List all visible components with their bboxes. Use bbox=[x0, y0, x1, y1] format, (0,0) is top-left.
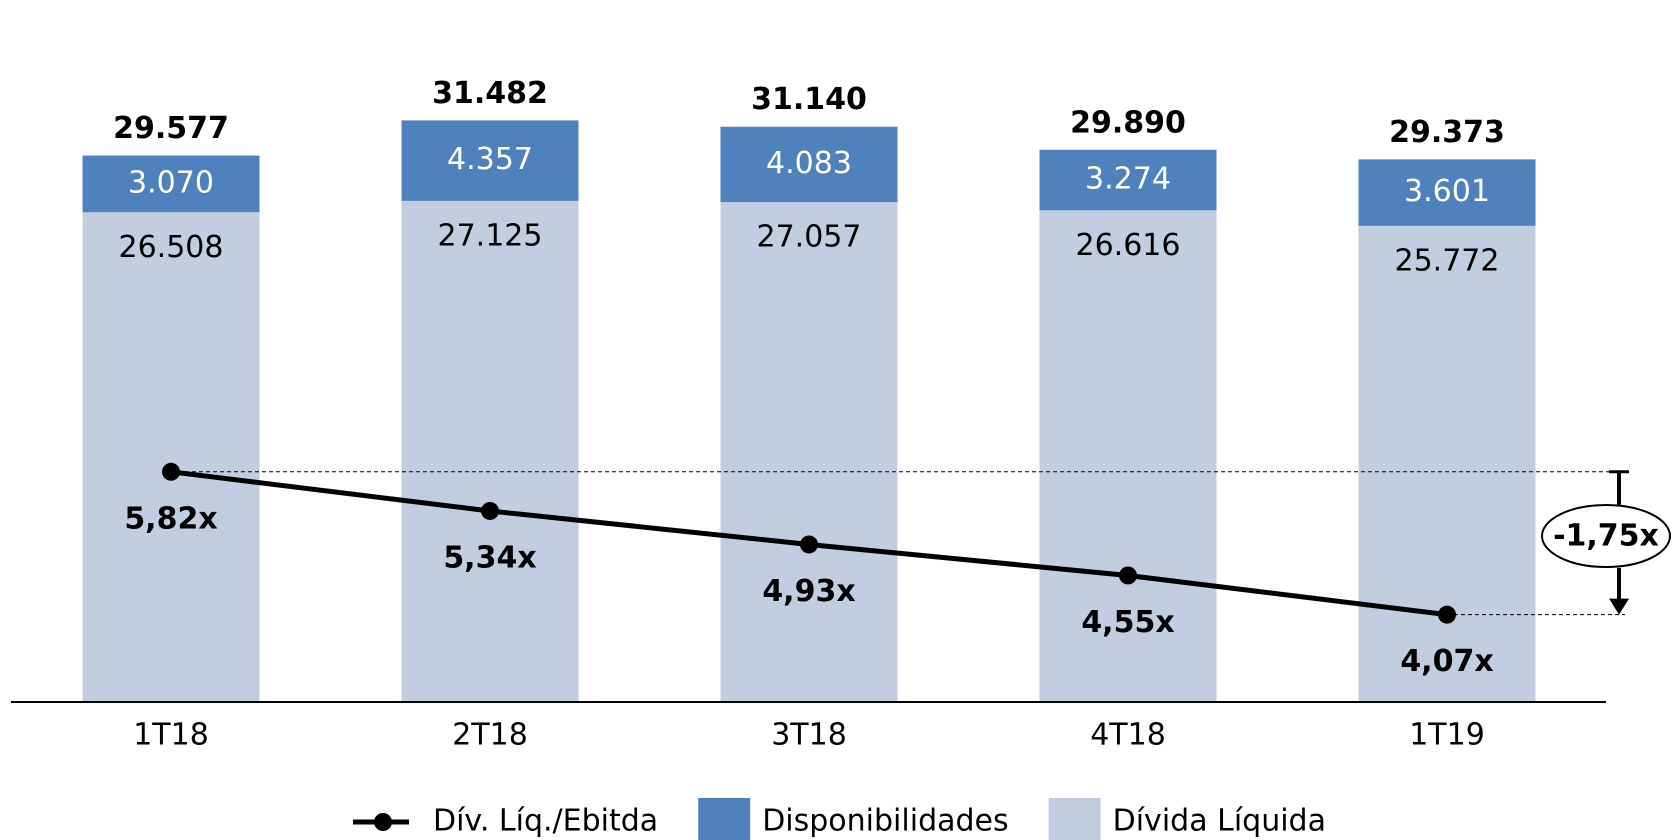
value-label: 4.357 bbox=[447, 142, 533, 177]
bar-segment bbox=[401, 200, 579, 703]
bar-segment bbox=[82, 212, 260, 703]
total-label: 31.140 bbox=[751, 82, 867, 117]
line-value-label: 4,07x bbox=[1400, 644, 1493, 679]
line-value-label: 5,34x bbox=[443, 540, 536, 575]
bar-segment bbox=[82, 155, 260, 213]
bar-segment bbox=[1039, 210, 1217, 702]
line-point bbox=[1438, 605, 1456, 624]
bar-segment bbox=[720, 202, 898, 702]
annotation: -1,75x bbox=[1553, 519, 1659, 554]
total-label: 29.577 bbox=[113, 111, 229, 146]
bar-segment bbox=[720, 126, 898, 203]
line-value-label: 4,55x bbox=[1081, 605, 1174, 640]
value-label: 27.125 bbox=[438, 218, 543, 253]
x-tick-label: 2T18 bbox=[452, 718, 528, 753]
value-label: 26.616 bbox=[1076, 228, 1181, 263]
x-tick-label: 3T18 bbox=[771, 718, 847, 753]
x-tick-label: 1T19 bbox=[1409, 718, 1485, 753]
legend-swatch bbox=[374, 813, 392, 831]
legend-swatch bbox=[1048, 798, 1101, 840]
value-label: 3.601 bbox=[1404, 174, 1490, 209]
line-point bbox=[481, 501, 499, 520]
value-label: 3.070 bbox=[128, 165, 214, 200]
value-label: 3.274 bbox=[1085, 162, 1171, 197]
value-label: 25.772 bbox=[1395, 243, 1500, 278]
legend-label: Dív. Líq./Ebitda bbox=[433, 804, 658, 839]
legend-label: Disponibilidades bbox=[762, 804, 1008, 839]
value-label: 26.508 bbox=[119, 230, 224, 265]
line-value-label: 4,93x bbox=[762, 574, 855, 609]
total-label: 31.482 bbox=[432, 76, 548, 111]
total-label: 29.373 bbox=[1389, 115, 1505, 150]
line-point bbox=[800, 535, 818, 554]
total-label: 29.890 bbox=[1070, 105, 1186, 140]
bar-segment bbox=[1039, 149, 1217, 211]
line-point bbox=[162, 462, 180, 481]
x-tick-label: 1T18 bbox=[133, 718, 209, 753]
value-label: 4.083 bbox=[766, 146, 852, 181]
x-tick-label: 4T18 bbox=[1090, 718, 1166, 753]
line-value-label: 5,82x bbox=[124, 501, 217, 536]
arrow-head bbox=[1609, 598, 1629, 615]
line-point bbox=[1119, 566, 1137, 585]
bar-segment bbox=[401, 120, 579, 201]
legend-swatch bbox=[698, 798, 751, 840]
bar-segment bbox=[1358, 159, 1536, 226]
value-label: 27.057 bbox=[757, 220, 862, 255]
annotation-bubble bbox=[1541, 504, 1671, 568]
legend-label: Dívida Líquida bbox=[1113, 804, 1326, 839]
bar-segment bbox=[1358, 225, 1536, 702]
